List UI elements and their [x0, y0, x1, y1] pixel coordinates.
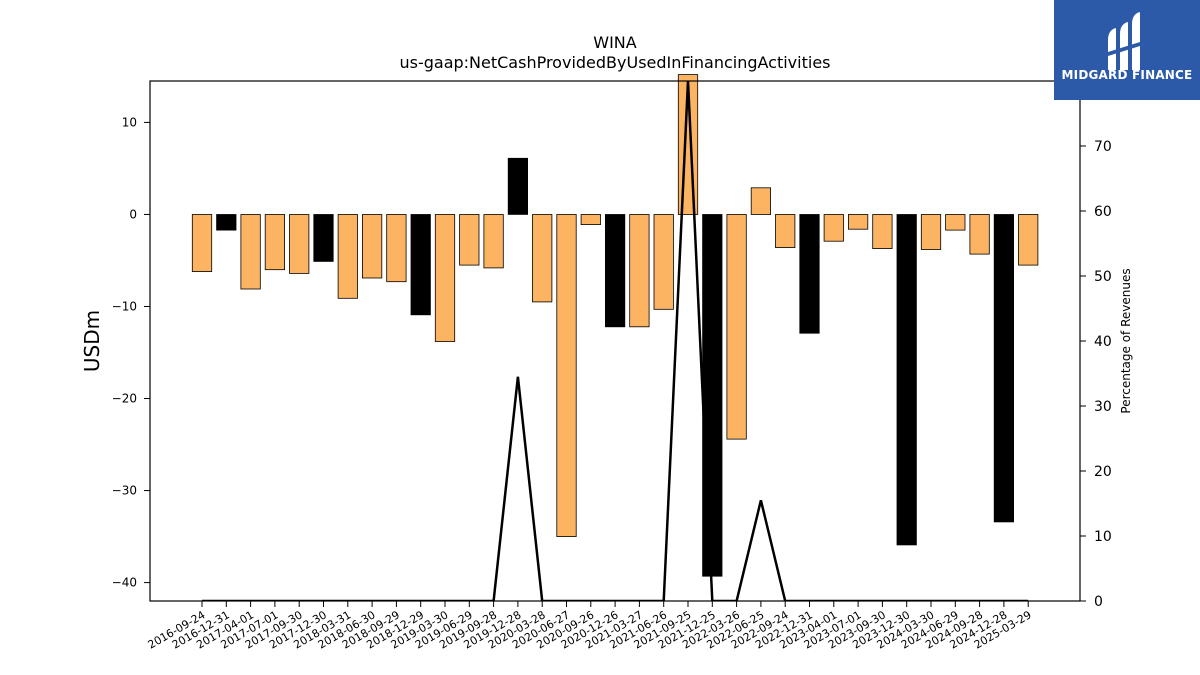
plot-frame [149, 80, 1081, 602]
bar [653, 214, 674, 310]
y-tick-label: −30 [112, 484, 137, 498]
midgard-finance-logo: MIDGARD FINANCE [1054, 0, 1200, 100]
bar [191, 214, 213, 272]
bar [993, 214, 1015, 523]
bar [823, 214, 844, 242]
y-tick-label: −10 [112, 299, 137, 313]
bar [532, 214, 553, 303]
y2-axis: 0 10 20 30 40 50 60 70 [1080, 139, 1112, 610]
midgard-logo-icon [1108, 12, 1140, 70]
bar [386, 214, 407, 283]
y2-tick-label: 70 [1094, 139, 1112, 155]
bar [507, 157, 529, 215]
bar [459, 214, 480, 266]
bar [1018, 214, 1039, 266]
y-tick-label: −40 [112, 576, 137, 590]
y-axis: 10 0 −10 −20 −30 −40 [112, 115, 150, 590]
bar [848, 214, 869, 230]
bar [945, 214, 966, 231]
chart-subtitle: us-gaap:NetCashProvidedByUsedInFinancing… [399, 53, 830, 72]
bar [264, 214, 286, 271]
bar [580, 214, 601, 226]
bar [896, 214, 917, 546]
y-tick-label: −20 [112, 392, 137, 406]
y2-tick-label: 50 [1094, 269, 1112, 285]
bar [775, 214, 796, 248]
y2-tick-label: 60 [1094, 204, 1112, 220]
bar [337, 214, 358, 299]
bar [240, 214, 261, 290]
y2-tick-label: 10 [1094, 529, 1112, 545]
bar [969, 214, 990, 255]
bar [216, 214, 237, 231]
bar [605, 214, 626, 328]
y-tick-label: 10 [122, 115, 137, 129]
y2-tick-label: 40 [1094, 334, 1112, 350]
chart-title: WINA [593, 33, 637, 52]
y2-tick-label: 0 [1094, 594, 1103, 610]
bar [289, 214, 310, 274]
bar [920, 214, 942, 250]
y-tick-label: 0 [129, 207, 137, 221]
bar [750, 187, 772, 215]
bar [483, 214, 504, 269]
bar [629, 214, 650, 328]
bar [872, 214, 893, 249]
bars-group [191, 74, 1039, 577]
bar [361, 214, 383, 279]
bar [434, 214, 456, 342]
y2-axis-label: Percentage of Revenues [1119, 268, 1133, 413]
bar [410, 214, 431, 316]
y-axis-label: USDm [80, 310, 104, 372]
bar [313, 214, 334, 262]
bar [726, 214, 747, 440]
x-axis: 2016-09-242016-12-312017-04-012017-07-01… [146, 601, 1034, 652]
y2-tick-label: 20 [1094, 464, 1112, 480]
bar [556, 214, 577, 538]
logo-text: MIDGARD FINANCE [1061, 68, 1193, 82]
y2-tick-label: 30 [1094, 399, 1112, 415]
bar [702, 214, 723, 577]
bar [799, 214, 820, 334]
